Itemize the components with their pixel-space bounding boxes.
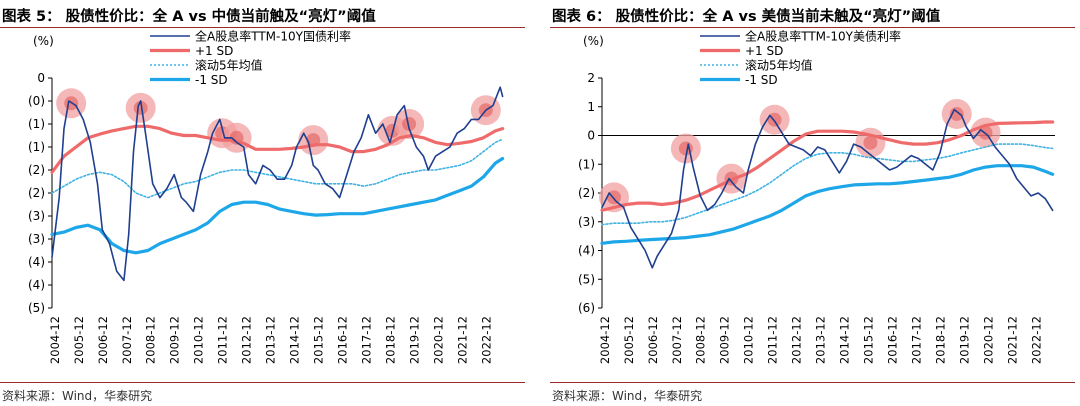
y-tick-label: (2) [28, 163, 45, 177]
y-unit-label: (%) [583, 34, 604, 48]
x-tick-label: 2014-12 [838, 316, 852, 364]
x-tick-label: 2021-12 [455, 316, 469, 364]
y-tick-label: (1) [578, 157, 595, 171]
y-unit-label: (%) [33, 34, 54, 48]
legend-label: +1 SD [195, 44, 233, 58]
chart-title: 图表 6： 股债性价比：全 A vs 美债当前未触及“亮灯”阈值 [552, 9, 941, 25]
y-tick-label: (1) [28, 140, 45, 154]
chart-plot: (%) 0 (0) (1) (1) (2) (2) (3) (3) (4) (4) (5)2004-1… [28, 29, 505, 364]
x-tick-label: 2018-12 [383, 316, 397, 364]
source-note: 资料来源：Wind，华泰研究 [552, 389, 703, 403]
y-tick-label: 2 [587, 71, 595, 85]
x-tick-label: 2012-12 [790, 316, 804, 364]
chart-title-row: 图表 5： 股债性价比：全 A vs 中债当前触及“亮灯”阈值 [0, 3, 530, 27]
y-tick-label: (4) [28, 278, 45, 292]
series-line-lower [50, 156, 505, 255]
y-tick-label: (1) [28, 117, 45, 131]
title-divider [550, 27, 1075, 28]
y-tick-label: 1 [587, 100, 595, 114]
x-tick-label: 2011-12 [766, 316, 780, 364]
legend-label: +1 SD [745, 44, 783, 58]
y-tick-label: (0) [28, 94, 45, 108]
legend-label: -1 SD [745, 73, 778, 87]
footer-divider [550, 382, 1075, 383]
x-tick-label: 2009-12 [718, 316, 732, 364]
y-tick-label: 0 [587, 129, 595, 143]
x-tick-label: 2011-12 [216, 316, 230, 364]
x-tick-label: 2004-12 [48, 316, 62, 364]
highlight-core [863, 135, 878, 150]
x-tick-label: 2019-12 [957, 316, 971, 364]
x-tick-label: 2012-12 [240, 316, 254, 364]
series-line-lower [600, 164, 1055, 245]
y-tick-label: 0 [37, 71, 45, 85]
chart-title-row: 图表 6： 股债性价比：全 A vs 美债当前未触及“亮灯”阈值 [550, 3, 1080, 27]
y-tick-label: (4) [28, 255, 45, 269]
x-tick-label: 2020-12 [981, 316, 995, 364]
x-tick-label: 2015-12 [312, 316, 326, 364]
series-line-main [51, 86, 504, 282]
x-tick-label: 2010-12 [192, 316, 206, 364]
series-line-upper [600, 120, 1055, 212]
x-tick-label: 2015-12 [862, 316, 876, 364]
x-tick-label: 2021-12 [1005, 316, 1019, 364]
y-tick-label: (2) [578, 186, 595, 200]
x-tick-label: 2020-12 [431, 316, 445, 364]
x-tick-label: 2017-12 [909, 316, 923, 364]
x-tick-label: 2007-12 [670, 316, 684, 364]
x-tick-label: 2008-12 [144, 316, 158, 364]
x-tick-label: 2013-12 [264, 316, 278, 364]
y-tick-label: (3) [28, 232, 45, 246]
x-tick-label: 2014-12 [288, 316, 302, 364]
title-divider [0, 27, 525, 28]
x-tick-label: 2019-12 [407, 316, 421, 364]
x-tick-label: 2008-12 [694, 316, 708, 364]
legend-label: 滚动5年均值 [745, 58, 813, 73]
x-tick-label: 2004-12 [598, 316, 612, 364]
legend-label: 全A股息率TTM-10Y国债利率 [195, 29, 351, 44]
series-line-mean [601, 143, 1054, 226]
x-tick-label: 2016-12 [335, 316, 349, 364]
y-tick-label: (3) [28, 209, 45, 223]
source-note: 资料来源：Wind，华泰研究 [2, 389, 153, 403]
x-tick-label: 2005-12 [622, 316, 636, 364]
chart-panel-right: 图表 6： 股债性价比：全 A vs 美债当前未触及“亮灯”阈值 (%) 2 1 0(… [550, 0, 1080, 406]
x-tick-label: 2007-12 [120, 316, 134, 364]
chart-panel-left: 图表 5： 股债性价比：全 A vs 中债当前触及“亮灯”阈值 (%) 0 (0)(… [0, 0, 530, 406]
x-tick-label: 2016-12 [885, 316, 899, 364]
x-tick-label: 2006-12 [96, 316, 110, 364]
legend-label: 全A股息率TTM-10Y美债利率 [745, 29, 901, 44]
footer-divider [0, 382, 525, 383]
x-tick-label: 2005-12 [72, 316, 86, 364]
y-tick-label: (5) [28, 301, 45, 315]
y-tick-label: (2) [28, 186, 45, 200]
legend-label: 滚动5年均值 [195, 58, 263, 73]
x-tick-label: 2017-12 [359, 316, 373, 364]
x-tick-label: 2009-12 [168, 316, 182, 364]
legend-label: -1 SD [195, 73, 228, 87]
x-tick-label: 2022-12 [479, 316, 493, 364]
x-tick-label: 2006-12 [646, 316, 660, 364]
chart-title: 图表 5： 股债性价比：全 A vs 中债当前触及“亮灯”阈值 [2, 9, 376, 25]
x-tick-label: 2010-12 [742, 316, 756, 364]
series-line-main [601, 108, 1054, 269]
y-tick-label: (6) [578, 301, 595, 315]
y-tick-label: (3) [578, 215, 595, 229]
y-tick-label: (5) [578, 272, 595, 286]
x-tick-label: 2018-12 [933, 316, 947, 364]
series-line-mean [51, 138, 504, 199]
x-tick-label: 2022-12 [1029, 316, 1043, 364]
y-tick-label: (4) [578, 244, 595, 258]
highlight-core [402, 117, 417, 131]
x-tick-label: 2013-12 [814, 316, 828, 364]
series-line-upper [50, 124, 505, 174]
chart-plot: (%) 2 1 0 (1) (2) (3) (4) (5) (6)2004-12 2005-12 20… [578, 29, 1055, 364]
